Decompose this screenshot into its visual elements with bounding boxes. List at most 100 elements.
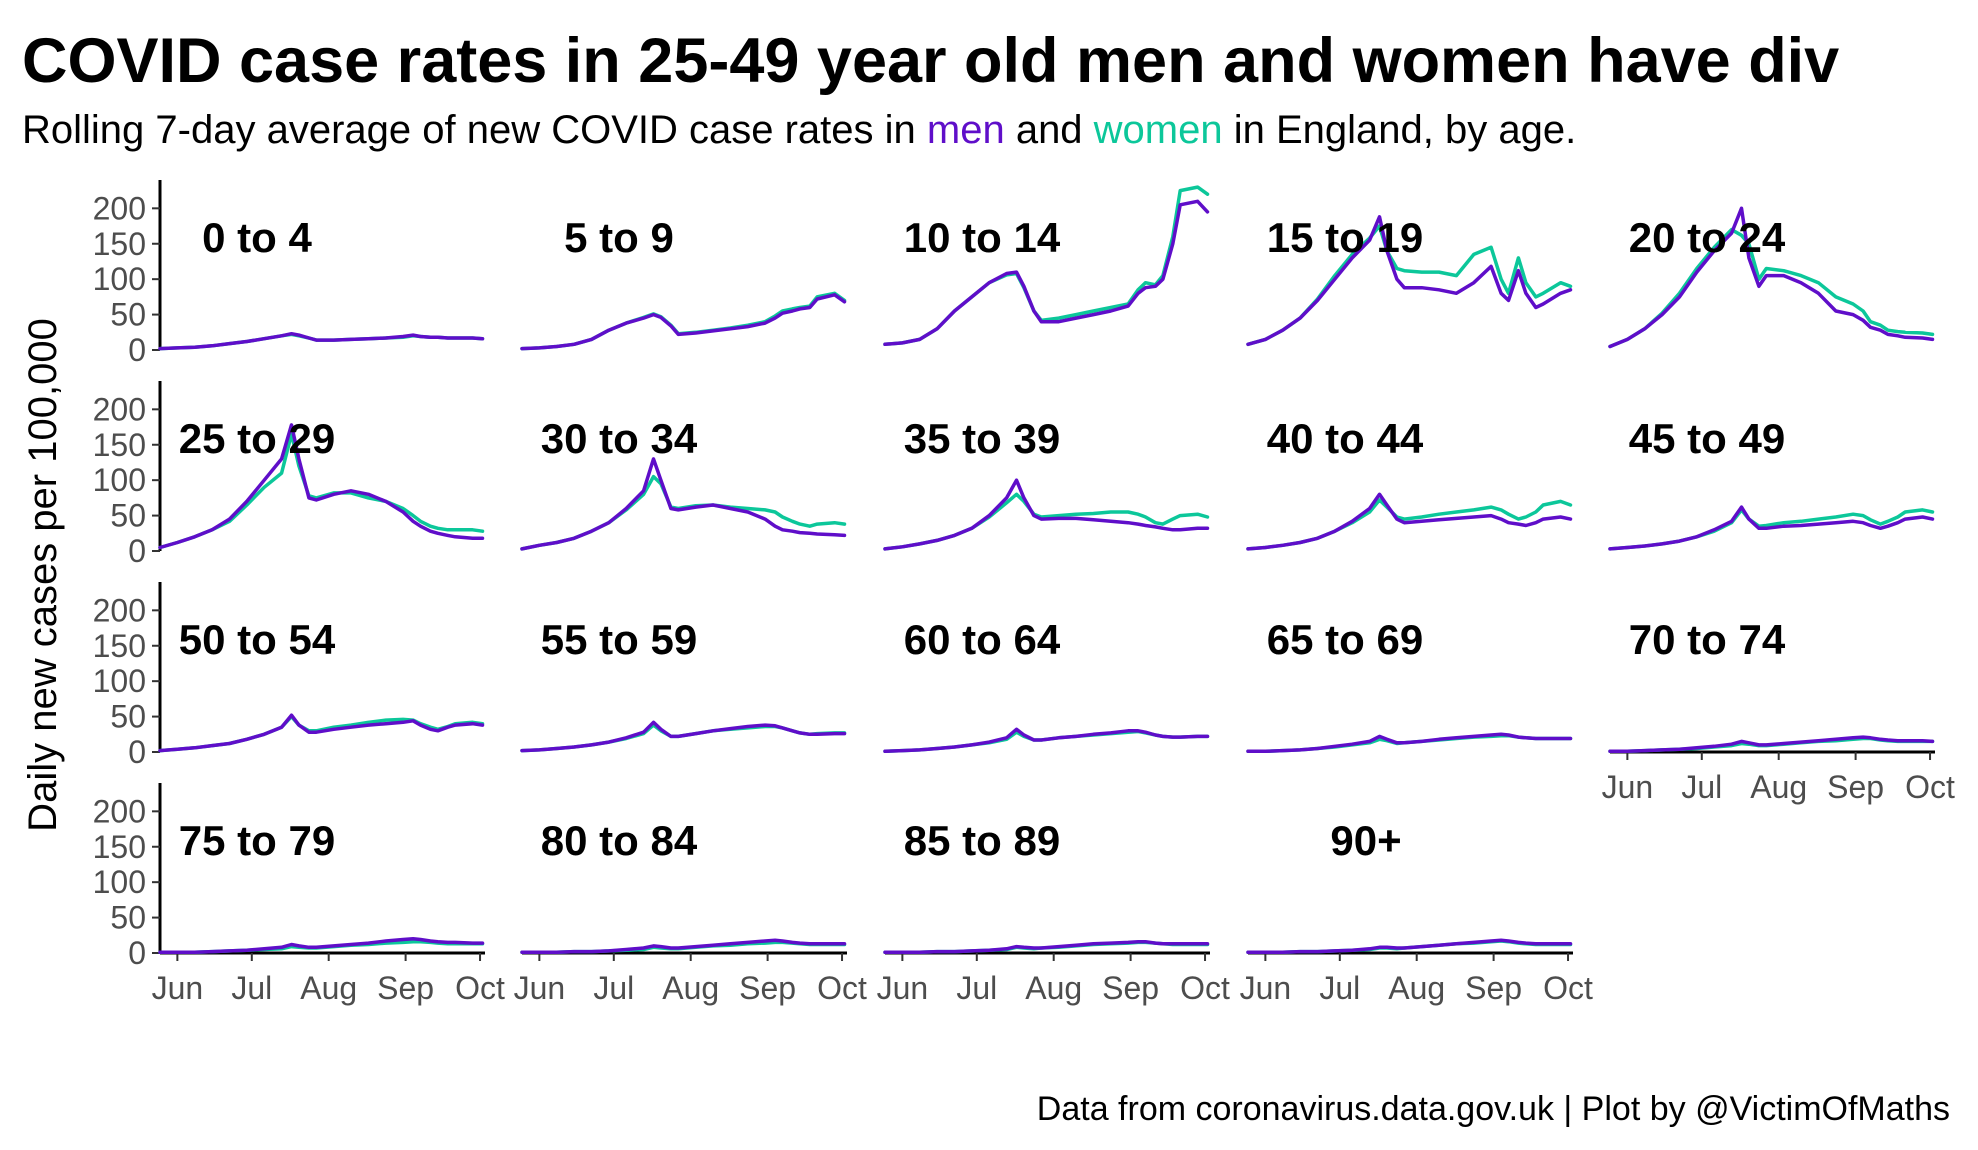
facet-label: 55 to 59: [541, 616, 697, 663]
series-line-men: [158, 937, 485, 955]
series-line-men: [1608, 505, 1935, 551]
facet-label-group: 5 to 9: [564, 214, 674, 261]
facet-panel: 40 to 44: [1246, 415, 1573, 551]
y-tick-label: 0: [128, 935, 146, 971]
x-tick-label: Jun: [152, 970, 204, 1006]
facet-panel: 60 to 64: [883, 616, 1210, 754]
y-tick-label: 0: [128, 734, 146, 770]
facet-label-group: 90+: [1330, 817, 1401, 864]
series-line-men: [520, 720, 847, 753]
x-tick-label: Jul: [231, 970, 272, 1006]
y-tick-label: 50: [110, 900, 146, 936]
facet-panel: 55 to 59: [520, 616, 847, 753]
facet-label: 85 to 89: [904, 817, 1060, 864]
y-tick-label: 150: [93, 829, 146, 865]
facet-label-group: 70 to 74: [1629, 616, 1786, 663]
chart-title: COVID case rates in 25-49 year old men a…: [22, 26, 1839, 96]
facet-label-group: 0 to 4: [202, 214, 312, 261]
series-line-men: [1608, 735, 1935, 754]
subtitle-men: men: [927, 108, 1005, 152]
series-line-men: [158, 713, 485, 753]
facet-panel: 20 to 24: [1608, 206, 1935, 349]
facet-panel: 10 to 14: [883, 185, 1210, 347]
facet-label: 0 to 4: [202, 214, 312, 261]
y-tick-label: 50: [110, 498, 146, 534]
series-line-men: [1246, 492, 1573, 551]
x-tick-label: Jul: [1681, 769, 1722, 805]
facet-label: 30 to 34: [541, 415, 698, 462]
facet-label: 75 to 79: [179, 817, 335, 864]
x-tick-label: Jul: [1319, 970, 1360, 1006]
x-tick-label: Jun: [514, 970, 566, 1006]
facet-label: 25 to 29: [179, 415, 335, 462]
facet-panel: 15 to 19: [1246, 214, 1573, 347]
facet-label: 50 to 54: [179, 616, 336, 663]
facet-label-group: 15 to 19: [1267, 214, 1423, 261]
series-line-women: [520, 291, 847, 351]
facet-label-group: 45 to 49: [1629, 415, 1785, 462]
subtitle-text-middle: and: [1005, 108, 1094, 152]
y-tick-label: 200: [93, 592, 146, 628]
facet-panel: 35 to 39: [883, 415, 1210, 551]
series-line-men: [883, 478, 1210, 551]
y-tick-label: 100: [93, 261, 146, 297]
facet-label: 70 to 74: [1629, 616, 1786, 663]
y-axis-label: Daily new cases per 100,000: [21, 318, 65, 832]
series-line-men: [520, 293, 847, 351]
x-tick-label: Sep: [739, 970, 796, 1006]
x-tick-label: Aug: [300, 970, 357, 1006]
y-tick-label: 150: [93, 427, 146, 463]
y-tick-label: 50: [110, 297, 146, 333]
facet-label: 40 to 44: [1267, 415, 1424, 462]
facet-label: 20 to 24: [1629, 214, 1786, 261]
x-tick-label: Oct: [1543, 970, 1593, 1006]
facet-label: 10 to 14: [904, 214, 1061, 261]
x-tick-label: Jul: [956, 970, 997, 1006]
x-tick-label: Oct: [455, 970, 505, 1006]
x-tick-label: Aug: [662, 970, 719, 1006]
subtitle-text-after: in England, by age.: [1223, 108, 1577, 152]
facet-label-group: 25 to 29: [179, 415, 335, 462]
facet-label: 65 to 69: [1267, 616, 1423, 663]
y-tick-label: 200: [93, 190, 146, 226]
x-tick-label: Aug: [1388, 970, 1445, 1006]
facet-label-group: 35 to 39: [904, 415, 1060, 462]
facet-panel: Jun Jul Aug Sep Oct 80 to 84: [514, 817, 867, 1006]
x-tick-label: Oct: [817, 970, 867, 1006]
facet-label: 5 to 9: [564, 214, 674, 261]
series-line-men: [883, 939, 1210, 955]
facet-label-group: 30 to 34: [541, 415, 698, 462]
x-tick-label: Jun: [1602, 769, 1654, 805]
facet-panel: Jun Jul Aug Sep Oct 70 to 74: [1602, 616, 1955, 805]
x-tick-label: Sep: [1102, 970, 1159, 1006]
x-tick-label: Aug: [1025, 970, 1082, 1006]
x-tick-label: Oct: [1180, 970, 1230, 1006]
series-line-women: [1608, 227, 1935, 349]
facet-label: 15 to 19: [1267, 214, 1423, 261]
chart-subtitle: Rolling 7-day average of new COVID case …: [22, 108, 1576, 152]
series-line-men: [520, 938, 847, 955]
facet-panel: Jun Jul Aug Sep Oct 90+: [1240, 817, 1593, 1006]
subtitle-text-before: Rolling 7-day average of new COVID case …: [22, 108, 927, 152]
facet-label-group: 80 to 84: [541, 817, 698, 864]
y-tick-label: 150: [93, 628, 146, 664]
y-tick-label: 150: [93, 226, 146, 262]
facet-panel: 45 to 49: [1608, 415, 1935, 551]
y-tick-label: 200: [93, 391, 146, 427]
x-tick-label: Sep: [1465, 970, 1522, 1006]
facet-label: 60 to 64: [904, 616, 1061, 663]
series-line-men: [158, 331, 485, 351]
facet-label-group: 40 to 44: [1267, 415, 1424, 462]
series-line-men: [883, 727, 1210, 754]
facet-label: 45 to 49: [1629, 415, 1785, 462]
subtitle-women: women: [1093, 108, 1223, 152]
facet-label-group: 75 to 79: [179, 817, 335, 864]
facet-panel: Jun Jul Aug Sep Oct 85 to 89: [877, 817, 1230, 1006]
facet-panel: 30 to 34: [520, 415, 847, 551]
